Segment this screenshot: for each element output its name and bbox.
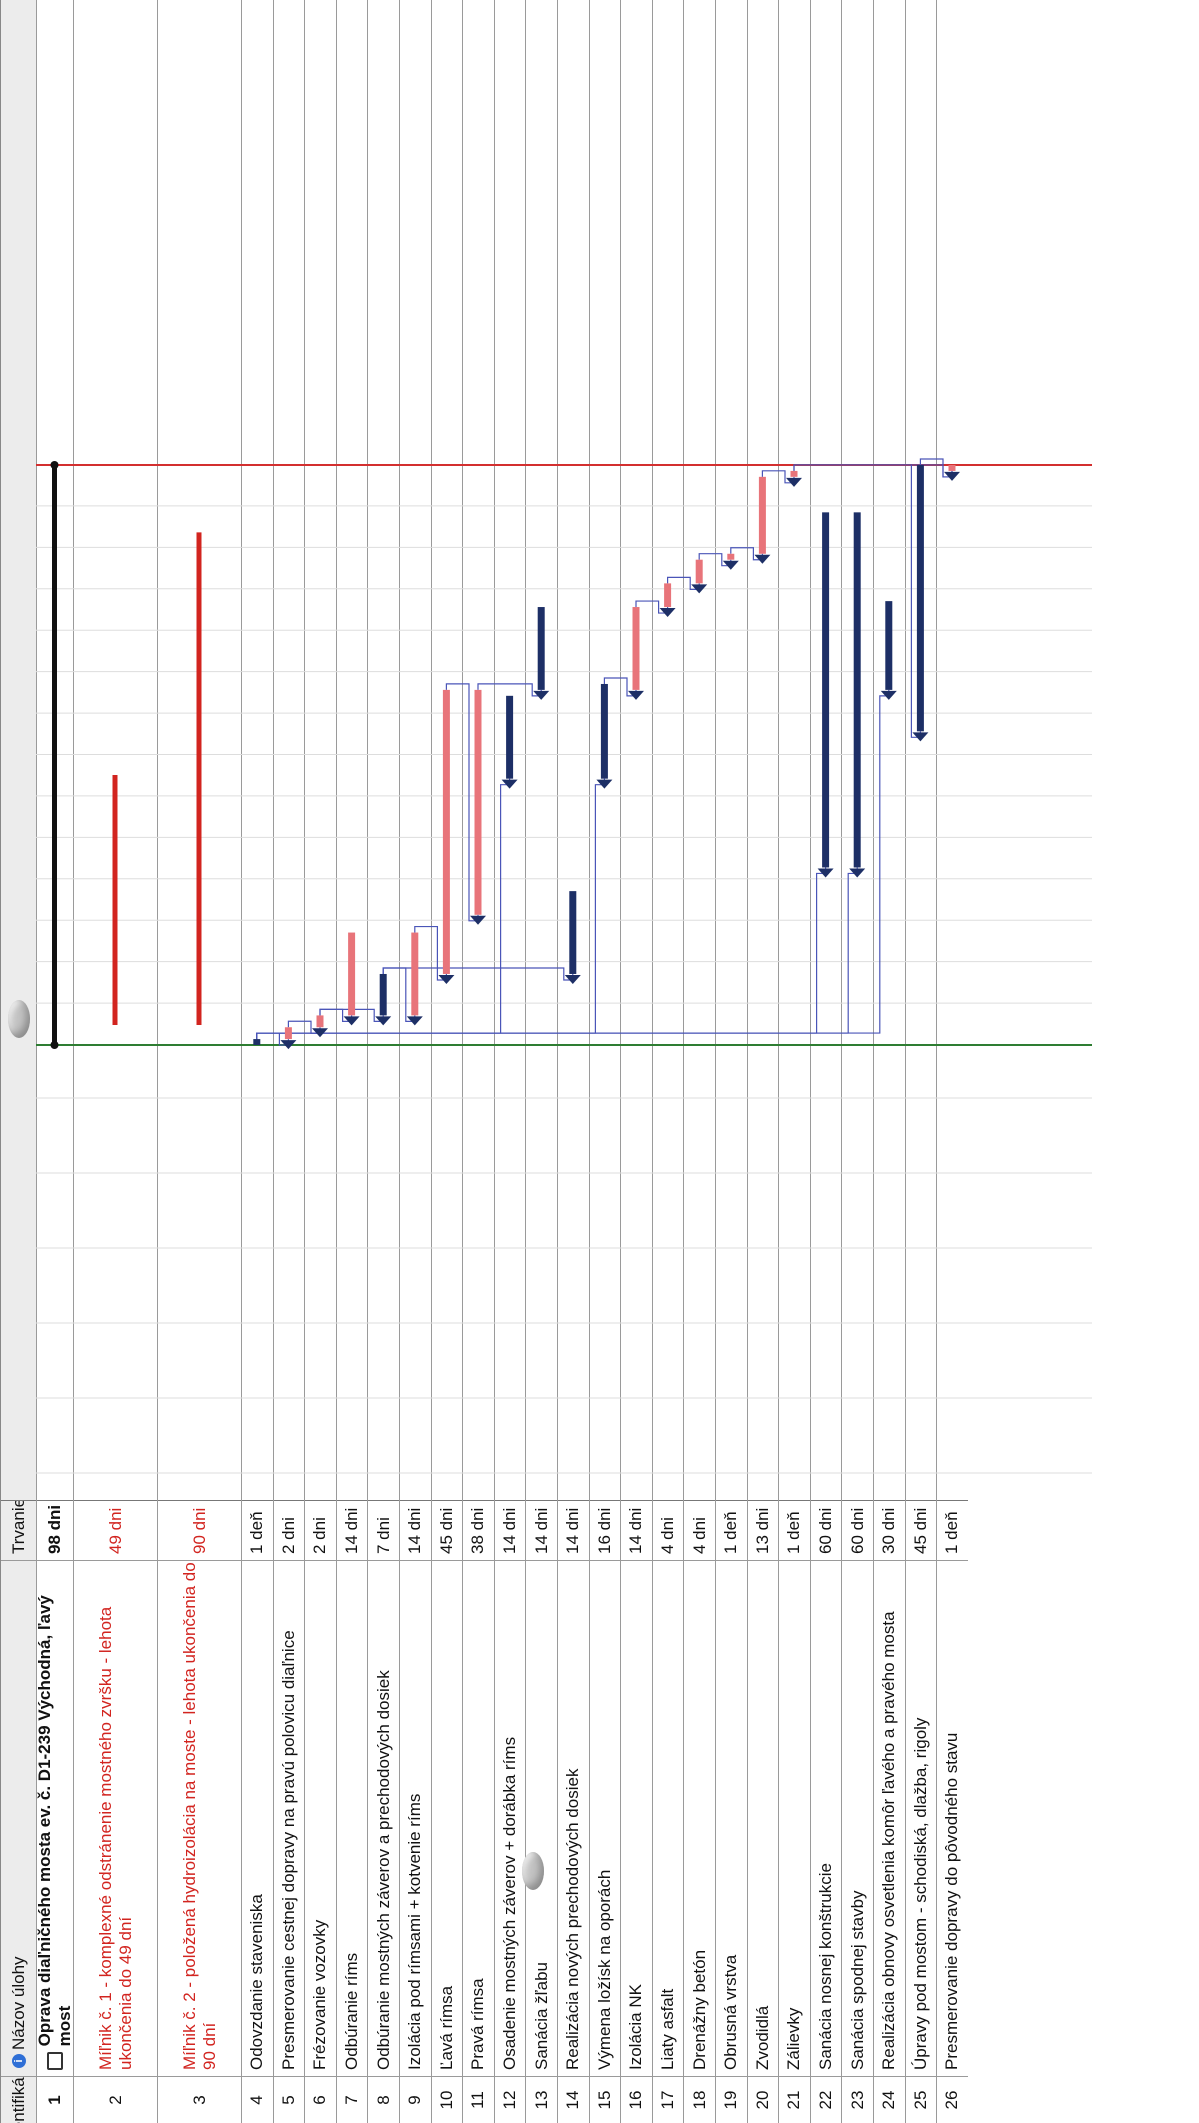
scan-margin: [1092, 0, 1199, 2123]
link-arrowhead: [596, 779, 613, 789]
dependency-link: [382, 967, 416, 1023]
link-arrowhead: [912, 732, 929, 742]
dependency-link: [793, 464, 953, 478]
link-arrowhead: [628, 690, 644, 700]
task-bar: [253, 1039, 261, 1045]
task-bar: [411, 932, 419, 1016]
task-bar: [284, 1027, 292, 1040]
binder-knob-bottom: [522, 1852, 544, 1890]
task-bar: [885, 601, 893, 690]
task-bar: [822, 512, 830, 868]
link-arrowhead: [564, 974, 581, 984]
link-arrowhead: [880, 690, 897, 700]
dependency-link: [477, 683, 542, 697]
task-bar: [316, 1015, 324, 1028]
link-arrowhead: [722, 560, 739, 570]
link-arrowhead: [470, 915, 486, 925]
task-bar: [853, 512, 861, 868]
task-bar: [569, 891, 577, 974]
link-arrowhead: [438, 974, 455, 984]
summary-bar-end: [50, 461, 59, 469]
link-arrowhead: [501, 779, 518, 789]
task-bar: [664, 583, 672, 608]
link-arrowhead: [786, 477, 802, 487]
task-bar: [727, 553, 735, 560]
task-bar: [506, 695, 514, 779]
task-bar: [790, 470, 798, 477]
link-arrowhead: [691, 584, 708, 594]
task-bar: [600, 683, 608, 779]
task-bar: [537, 607, 545, 690]
task-bar: [632, 607, 640, 690]
dependency-link: [256, 867, 858, 1040]
link-arrowhead: [312, 1028, 328, 1038]
task-bar: [758, 476, 766, 554]
link-arrowhead: [533, 690, 550, 700]
task-bar: [348, 932, 356, 1016]
binder-knob-left: [8, 1000, 30, 1038]
summary-bar-start: [50, 1041, 59, 1049]
task-bar: [379, 973, 387, 1016]
link-arrowhead: [280, 1040, 297, 1050]
link-arrowhead: [849, 868, 866, 878]
dependency-link: [414, 925, 447, 981]
task-bar: [474, 689, 482, 915]
task-bar: [948, 464, 956, 471]
link-arrowhead: [375, 1016, 392, 1026]
link-arrowhead: [406, 1016, 423, 1026]
link-arrowhead: [343, 1016, 360, 1026]
task-bar: [695, 559, 703, 584]
dependency-link: [445, 683, 479, 922]
link-arrowhead: [817, 868, 834, 878]
link-arrowhead: [944, 471, 960, 481]
task-bar: [442, 689, 450, 974]
dependency-link: [256, 778, 605, 1040]
link-arrowhead: [659, 608, 676, 618]
task-bar: [916, 465, 924, 732]
link-arrowhead: [754, 554, 771, 564]
